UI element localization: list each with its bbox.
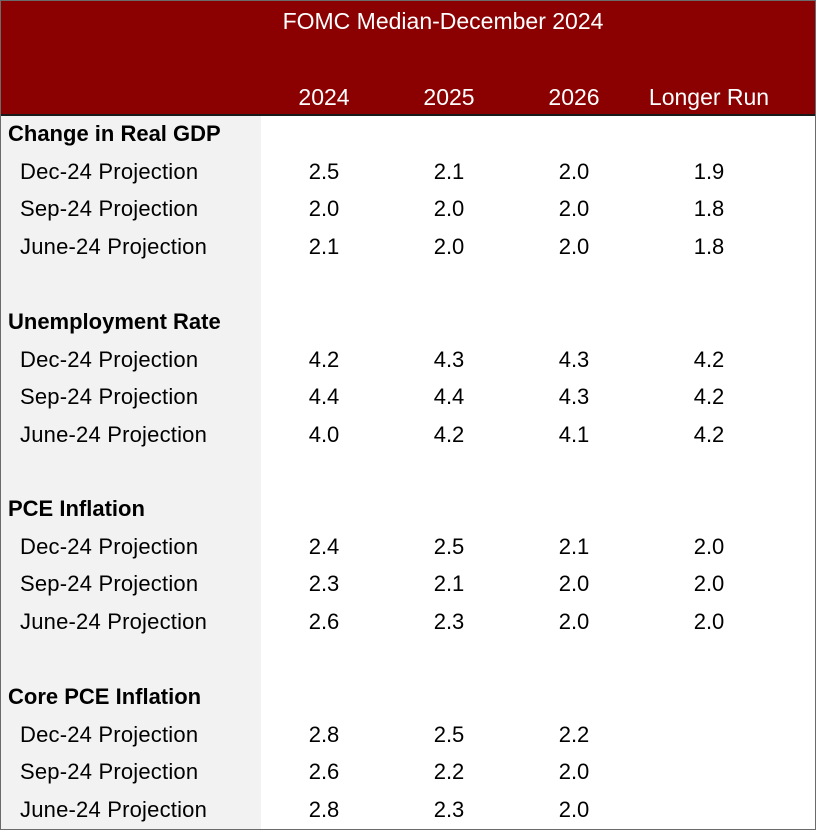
cell-2025: 2.5 [433, 721, 465, 747]
cell-2025: 4.4 [433, 384, 465, 409]
cell-longer-run: 2.0 [693, 571, 725, 596]
row-label: June-24 Projection [20, 796, 208, 822]
cell-longer-run: 4.2 [693, 384, 725, 409]
cell-longer-run: 2.0 [693, 533, 725, 559]
row-label: Dec-24 Projection [20, 721, 199, 747]
cell-2024: 2.5 [308, 158, 340, 184]
column-header-2025: 2025 [423, 84, 475, 110]
row-label: June-24 Projection [20, 421, 208, 447]
row-label: Sep-24 Projection [20, 571, 199, 596]
cell-2025: 2.1 [433, 158, 465, 184]
cell-2026: 4.3 [558, 346, 590, 372]
cell-2025: 2.3 [433, 608, 465, 634]
cell-2026: 2.2 [558, 721, 590, 747]
row-label: Dec-24 Projection [20, 533, 199, 559]
cell-2026: 2.0 [558, 759, 590, 784]
cell-2026: 2.0 [558, 608, 590, 634]
column-header-2026: 2026 [548, 84, 600, 110]
cell-2024: 2.8 [308, 721, 340, 747]
cell-longer-run: 1.8 [693, 233, 725, 259]
cell-2024: 2.0 [308, 196, 340, 221]
cell-2024: 2.1 [308, 233, 340, 259]
row-label: Dec-24 Projection [20, 158, 199, 184]
cell-longer-run: 1.8 [693, 196, 725, 221]
row-label: Sep-24 Projection [20, 384, 199, 409]
cell-2024: 4.2 [308, 346, 340, 372]
label-column-background [1, 116, 261, 829]
cell-2026: 2.0 [558, 158, 590, 184]
row-label: Sep-24 Projection [20, 196, 199, 221]
row-label: Dec-24 Projection [20, 346, 199, 372]
cell-2025: 4.2 [433, 421, 465, 447]
cell-longer-run: 4.2 [693, 346, 725, 372]
cell-2025: 2.3 [433, 796, 465, 822]
cell-longer-run: 2.0 [693, 608, 725, 634]
cell-2024: 2.6 [308, 608, 340, 634]
row-label: June-24 Projection [20, 233, 208, 259]
cell-2026: 2.0 [558, 571, 590, 596]
section-title: Change in Real GDP [8, 121, 221, 146]
cell-2026: 2.0 [558, 233, 590, 259]
cell-2026: 2.1 [558, 533, 590, 559]
cell-2024: 4.4 [308, 384, 340, 409]
column-header-longer-run: Longer Run [648, 84, 770, 110]
cell-longer-run: 4.2 [693, 421, 725, 447]
table-header: FOMC Median-December 2024 2024 2025 2026… [1, 1, 815, 116]
cell-longer-run: 1.9 [693, 158, 725, 184]
cell-2026: 4.1 [558, 421, 590, 447]
cell-2025: 2.0 [433, 196, 465, 221]
table-title: FOMC Median-December 2024 [282, 8, 604, 34]
row-label: June-24 Projection [20, 608, 208, 634]
cell-2026: 2.0 [558, 196, 590, 221]
cell-2024: 2.6 [308, 759, 340, 784]
cell-2026: 2.0 [558, 796, 590, 822]
cell-2025: 4.3 [433, 346, 465, 372]
section-title: Unemployment Rate [8, 309, 221, 334]
section-title: Core PCE Inflation [8, 684, 202, 709]
cell-2024: 2.8 [308, 796, 340, 822]
cell-2025: 2.1 [433, 571, 465, 596]
cell-2024: 2.3 [308, 571, 340, 596]
column-header-2024: 2024 [298, 84, 350, 110]
cell-2025: 2.0 [433, 233, 465, 259]
cell-2025: 2.5 [433, 533, 465, 559]
row-label: Sep-24 Projection [20, 759, 199, 784]
section-title: PCE Inflation [8, 496, 145, 521]
cell-2024: 2.4 [308, 533, 340, 559]
cell-2026: 4.3 [558, 384, 590, 409]
cell-2024: 4.0 [308, 421, 340, 447]
cell-2025: 2.2 [433, 759, 465, 784]
